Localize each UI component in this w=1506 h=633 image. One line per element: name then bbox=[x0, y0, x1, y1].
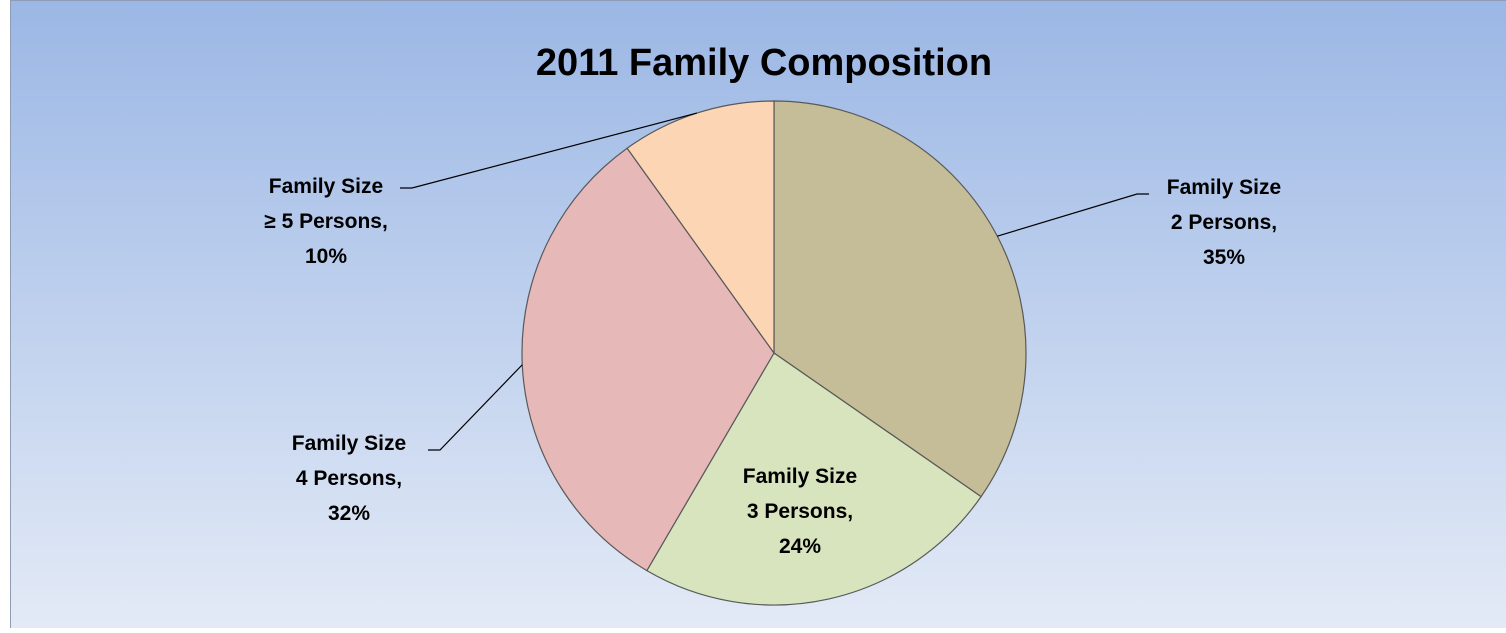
data-labels: Family Size 2 Persons, 35% Family Size 3 Per… bbox=[264, 175, 1281, 558]
data-label-line: Family Size bbox=[743, 465, 857, 488]
data-label: Family Size ≥ 5 Persons, 10% bbox=[264, 175, 388, 268]
pie-slices bbox=[521, 100, 1027, 606]
chart-title: 2011 Family Composition bbox=[536, 42, 992, 84]
data-label-line: 4 Persons, bbox=[296, 467, 402, 490]
data-label-line: Family Size bbox=[292, 432, 406, 455]
data-label-line: 10% bbox=[305, 245, 347, 268]
data-label-line: 32% bbox=[328, 502, 370, 525]
leader-lines bbox=[400, 112, 1149, 451]
data-label: Family Size 3 Persons, 24% bbox=[743, 465, 857, 558]
data-label-line: Family Size bbox=[269, 175, 383, 198]
data-label-line: Family Size bbox=[1167, 176, 1281, 199]
data-label-line: 35% bbox=[1203, 246, 1245, 269]
data-label-line: ≥ 5 Persons, bbox=[264, 210, 388, 233]
leader-line bbox=[400, 112, 698, 189]
pie-slice bbox=[521, 147, 775, 572]
leader-line bbox=[428, 364, 523, 451]
data-label-line: 24% bbox=[779, 535, 821, 558]
pie-slice bbox=[646, 352, 982, 606]
data-label-line: 3 Persons, bbox=[747, 500, 853, 523]
data-label: Family Size 4 Persons, 32% bbox=[292, 432, 406, 525]
leader-line bbox=[997, 193, 1149, 237]
data-label-line: 2 Persons, bbox=[1171, 211, 1277, 234]
data-label: Family Size 2 Persons, 35% bbox=[1167, 176, 1281, 269]
